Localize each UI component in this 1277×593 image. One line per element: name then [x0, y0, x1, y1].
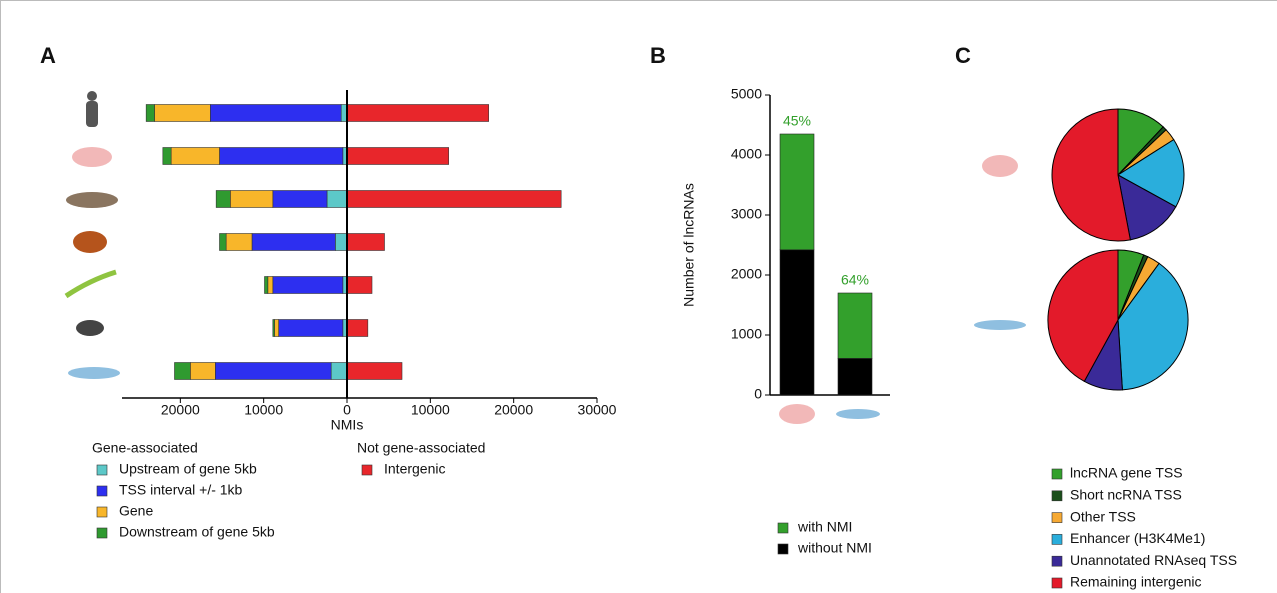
- bar-segment: [230, 191, 272, 208]
- bar-segment: [220, 148, 343, 165]
- legend-label: Short ncRNA TSS: [1070, 487, 1182, 503]
- bar-segment: [780, 250, 814, 395]
- panel-letter: C: [955, 43, 971, 68]
- x-tick-label: 0: [343, 402, 351, 418]
- y-tick-label: 0: [754, 386, 762, 402]
- x-tick-label: 20000: [494, 402, 533, 418]
- bar-segment: [347, 320, 368, 337]
- bar-segment: [146, 105, 154, 122]
- bar-segment: [220, 234, 227, 251]
- bar-segment: [275, 320, 279, 337]
- bar-segment: [347, 277, 372, 294]
- x-tick-label: 30000: [578, 402, 617, 418]
- legend-label: Other TSS: [1070, 508, 1136, 524]
- legend-label: Remaining intergenic: [1070, 574, 1202, 590]
- bar-segment: [216, 191, 230, 208]
- bar-segment: [780, 134, 814, 250]
- legend-swatch: [1052, 513, 1062, 523]
- legend-label: with NMI: [797, 519, 852, 535]
- x-axis-label: NMIs: [331, 417, 364, 433]
- bar-segment: [273, 191, 327, 208]
- legend-label: TSS interval +/- 1kb: [119, 482, 243, 498]
- bar-segment: [838, 293, 872, 358]
- legend-label: Unannotated RNAseq TSS: [1070, 552, 1237, 568]
- legend-swatch: [97, 486, 107, 496]
- bar-segment: [252, 234, 335, 251]
- bar-segment: [171, 148, 219, 165]
- legend-label: lncRNA gene TSS: [1070, 465, 1183, 481]
- annotation: 64%: [841, 272, 869, 288]
- bar-segment: [331, 363, 347, 380]
- x-tick-label: 10000: [411, 402, 450, 418]
- legend-label: Downstream of gene 5kb: [119, 524, 275, 540]
- y-axis-label: Number of lncRNAs: [681, 183, 697, 307]
- x-tick-label: 20000: [161, 402, 200, 418]
- panel-letter: B: [650, 43, 666, 68]
- bar-segment: [273, 277, 343, 294]
- legend-swatch: [1052, 534, 1062, 544]
- x-tick-label: 10000: [244, 402, 283, 418]
- bar-segment: [327, 191, 347, 208]
- legend-label: Upstream of gene 5kb: [119, 461, 257, 477]
- bar-segment: [226, 234, 252, 251]
- y-tick-label: 2000: [731, 266, 762, 282]
- bar-segment: [273, 320, 275, 337]
- y-tick-label: 3000: [731, 206, 762, 222]
- legend-swatch: [1052, 578, 1062, 588]
- y-tick-label: 4000: [731, 146, 762, 162]
- legend-label: Enhancer (H3K4Me1): [1070, 530, 1205, 546]
- legend-title: Gene-associated: [92, 440, 198, 456]
- bar-segment: [347, 363, 402, 380]
- legend-swatch: [97, 528, 107, 538]
- bar-segment: [215, 363, 331, 380]
- legend-swatch: [1052, 469, 1062, 479]
- legend-swatch: [778, 544, 788, 554]
- legend-label: without NMI: [797, 540, 872, 556]
- y-tick-label: 1000: [731, 326, 762, 342]
- legend-swatch: [362, 465, 372, 475]
- bar-segment: [347, 105, 489, 122]
- annotation: 45%: [783, 113, 811, 129]
- bar-segment: [190, 363, 215, 380]
- bar-segment: [335, 234, 347, 251]
- legend-swatch: [1052, 556, 1062, 566]
- legend-swatch: [97, 465, 107, 475]
- y-tick-label: 5000: [731, 86, 762, 102]
- legend-swatch: [1052, 491, 1062, 501]
- bar-segment: [175, 363, 191, 380]
- bar-segment: [347, 234, 385, 251]
- figure: A20000100000100002000030000NMIsGene-asso…: [0, 0, 1277, 593]
- legend-title: Not gene-associated: [357, 440, 485, 456]
- bar-segment: [838, 358, 872, 395]
- bar-segment: [155, 105, 211, 122]
- bar-segment: [210, 105, 341, 122]
- bar-segment: [279, 320, 343, 337]
- legend-swatch: [97, 507, 107, 517]
- legend-swatch: [778, 523, 788, 533]
- legend-label: Gene: [119, 503, 153, 519]
- panel-letter: A: [40, 43, 56, 68]
- bar-segment: [347, 148, 449, 165]
- legend-label: Intergenic: [384, 461, 445, 477]
- bar-segment: [265, 277, 268, 294]
- bar-segment: [268, 277, 273, 294]
- bar-segment: [347, 191, 561, 208]
- bar-segment: [163, 148, 171, 165]
